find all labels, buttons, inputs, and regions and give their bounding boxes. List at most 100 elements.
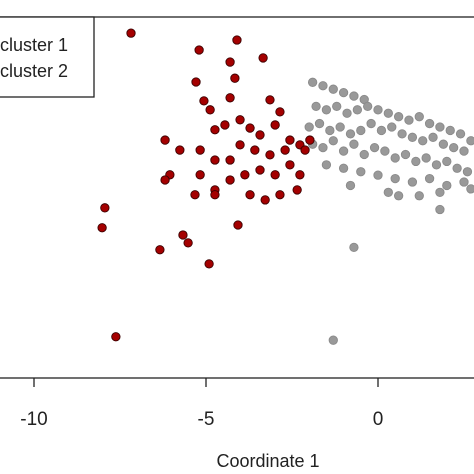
point bbox=[328, 136, 338, 146]
point bbox=[155, 245, 165, 255]
point bbox=[210, 155, 220, 165]
point bbox=[210, 125, 220, 135]
point bbox=[210, 190, 220, 200]
point bbox=[380, 146, 390, 156]
point bbox=[383, 187, 393, 197]
point bbox=[225, 57, 235, 67]
plot-frame bbox=[0, 16, 474, 379]
point bbox=[335, 122, 345, 132]
point bbox=[275, 107, 285, 117]
point bbox=[373, 105, 383, 115]
point bbox=[390, 153, 400, 163]
point bbox=[366, 118, 376, 129]
point bbox=[307, 77, 318, 87]
point bbox=[407, 177, 418, 187]
point bbox=[328, 335, 338, 345]
point bbox=[421, 153, 431, 163]
point bbox=[285, 135, 295, 145]
point bbox=[311, 101, 321, 112]
point bbox=[435, 204, 445, 215]
point bbox=[414, 191, 424, 201]
point bbox=[285, 160, 295, 170]
point bbox=[459, 146, 469, 156]
x-tick-label: -5 bbox=[198, 409, 215, 430]
point bbox=[373, 170, 383, 180]
point bbox=[199, 96, 209, 106]
point bbox=[225, 93, 235, 103]
point bbox=[292, 185, 302, 195]
point bbox=[345, 180, 356, 191]
point bbox=[431, 160, 442, 170]
point bbox=[235, 115, 245, 125]
point bbox=[459, 177, 469, 187]
point bbox=[175, 145, 185, 155]
point bbox=[160, 175, 170, 185]
point bbox=[305, 135, 315, 145]
point bbox=[195, 145, 205, 155]
point bbox=[126, 28, 136, 38]
point bbox=[280, 145, 290, 155]
point bbox=[449, 142, 459, 153]
point bbox=[295, 170, 305, 180]
point bbox=[363, 101, 373, 112]
point bbox=[414, 112, 424, 122]
points bbox=[97, 28, 474, 345]
point bbox=[435, 122, 445, 132]
point bbox=[393, 191, 404, 201]
point bbox=[270, 120, 280, 130]
point bbox=[240, 170, 250, 180]
point bbox=[230, 73, 240, 83]
point bbox=[328, 84, 338, 94]
point bbox=[435, 187, 445, 197]
point bbox=[428, 132, 438, 142]
point bbox=[314, 118, 325, 129]
point bbox=[338, 163, 349, 173]
point bbox=[160, 135, 170, 145]
point bbox=[255, 130, 265, 140]
point bbox=[442, 156, 452, 167]
point bbox=[345, 129, 356, 139]
point bbox=[338, 146, 349, 156]
point bbox=[233, 220, 243, 230]
point bbox=[369, 142, 380, 153]
point bbox=[191, 77, 201, 87]
point bbox=[338, 87, 349, 98]
legend-label: cluster 1 bbox=[0, 35, 68, 55]
point bbox=[352, 105, 363, 115]
point bbox=[318, 142, 328, 153]
legend-label: cluster 2 bbox=[0, 61, 68, 81]
point bbox=[204, 259, 214, 269]
point bbox=[111, 332, 121, 342]
point bbox=[225, 155, 235, 165]
point bbox=[442, 180, 452, 191]
point bbox=[466, 136, 474, 146]
point bbox=[400, 149, 411, 160]
point bbox=[418, 136, 428, 146]
point bbox=[245, 123, 255, 133]
point bbox=[183, 238, 193, 248]
point bbox=[376, 125, 387, 136]
point bbox=[393, 112, 404, 122]
point bbox=[178, 230, 188, 240]
point bbox=[100, 203, 110, 213]
point bbox=[220, 120, 230, 130]
point bbox=[205, 105, 215, 115]
point bbox=[258, 53, 268, 63]
point bbox=[466, 184, 474, 194]
point bbox=[445, 125, 455, 136]
point bbox=[404, 115, 414, 125]
point bbox=[390, 173, 400, 184]
point bbox=[349, 91, 359, 101]
point bbox=[195, 170, 205, 180]
point bbox=[356, 167, 366, 177]
point bbox=[225, 175, 235, 185]
point bbox=[265, 95, 275, 105]
point bbox=[462, 167, 473, 177]
point bbox=[265, 150, 275, 160]
point bbox=[255, 165, 265, 175]
x-axis-label: Coordinate 1 bbox=[216, 451, 319, 471]
legend-box bbox=[0, 16, 95, 98]
point bbox=[318, 81, 328, 91]
point bbox=[190, 190, 200, 200]
